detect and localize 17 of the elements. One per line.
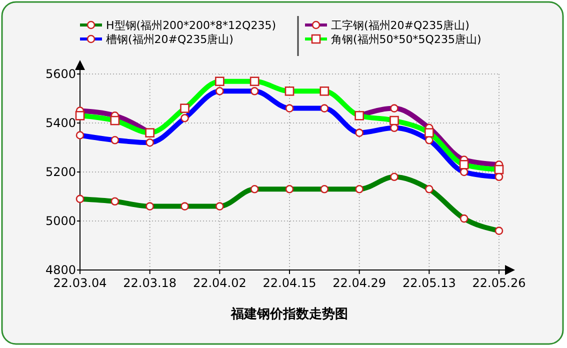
legend-label: 槽钢(福州20#Q235唐山) xyxy=(106,32,234,46)
x-tick-label: 22.04.29 xyxy=(332,276,386,290)
x-tick-label: 22.04.15 xyxy=(262,276,316,290)
y-tick-label: 5200 xyxy=(45,165,76,180)
x-tick-label: 22.04.02 xyxy=(192,276,246,290)
y-tick-label: 5600 xyxy=(45,67,76,82)
x-tick-label: 22.05.13 xyxy=(402,276,456,290)
legend-label: 工字钢(福州20#Q235唐山) xyxy=(331,18,470,32)
y-tick-label: 5000 xyxy=(45,214,76,228)
x-tick-label: 22.03.18 xyxy=(123,276,177,290)
x-tick-label: 22.03.04 xyxy=(53,276,107,290)
x-tick-label: 22.05.26 xyxy=(472,276,526,290)
legend-label: H型钢(福州200*200*8*12Q235) xyxy=(106,18,276,32)
y-tick-label: 4800 xyxy=(45,263,76,278)
y-tick-label: 5400 xyxy=(45,116,76,130)
legend-label: 角钢(福州50*50*5Q235唐山) xyxy=(331,32,482,46)
text: 福建钢价指数走势图 xyxy=(230,306,348,322)
